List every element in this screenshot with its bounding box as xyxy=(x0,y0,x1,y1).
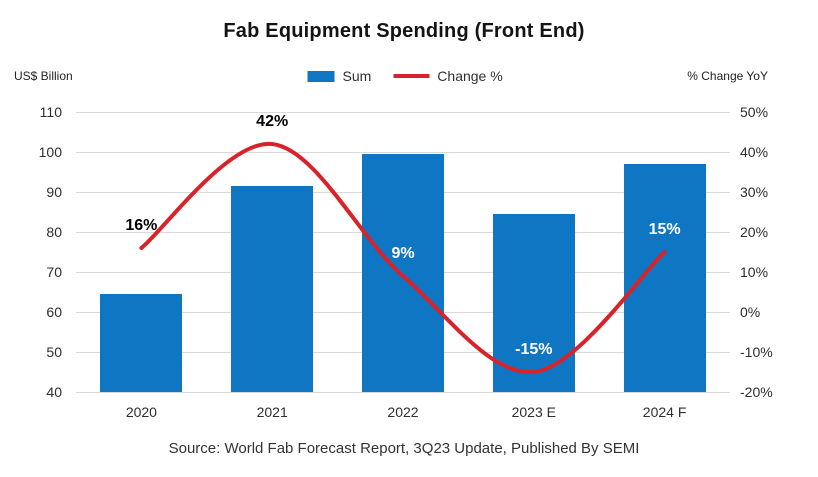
right-axis-tick-10%: 10% xyxy=(740,264,769,280)
left-axis-tick-110: 110 xyxy=(39,104,62,120)
data-label-2022: 9% xyxy=(391,245,415,262)
right-axis-tick-30%: 30% xyxy=(740,184,769,200)
left-axis-tick-100: 100 xyxy=(38,144,62,160)
left-axis-tick-50: 50 xyxy=(46,344,62,360)
right-axis-tick--10%: -10% xyxy=(740,344,773,360)
left-axis-tick-40: 40 xyxy=(46,384,62,400)
change-percent-line xyxy=(139,141,667,375)
x-axis-tick-2020: 2020 xyxy=(125,404,157,420)
left-axis-tick-90: 90 xyxy=(46,184,62,200)
legend-label-sum: Sum xyxy=(342,68,372,84)
data-label-2023 E: -15% xyxy=(515,341,553,358)
x-axis-tick-2024 F: 2024 F xyxy=(642,404,687,420)
x-axis-tick-2023 E: 2023 E xyxy=(511,404,556,420)
left-axis-title: US$ Billion xyxy=(14,69,73,83)
data-label-2024 F: 15% xyxy=(648,221,681,238)
bar-2022 xyxy=(362,154,444,392)
left-axis-tick-60: 60 xyxy=(46,304,62,320)
gridline-40 xyxy=(76,392,730,393)
right-axis-tick-40%: 40% xyxy=(740,144,769,160)
legend-line-swatch-icon xyxy=(393,74,430,78)
right-axis-title: % Change YoY xyxy=(687,69,768,83)
gridline-100 xyxy=(76,152,730,153)
right-axis-tick--20%: -20% xyxy=(740,384,773,400)
right-axis-tick-0%: 0% xyxy=(740,304,761,320)
bar-2021 xyxy=(231,186,314,392)
legend-label-change: Change % xyxy=(437,68,503,84)
gridline-110 xyxy=(76,112,730,113)
left-axis-tick-80: 80 xyxy=(46,224,62,240)
x-axis-tick-2022: 2022 xyxy=(387,404,419,420)
legend-bar-swatch-icon xyxy=(307,70,335,82)
chart-title: Fab Equipment Spending (Front End) xyxy=(223,20,585,42)
bar-2020 xyxy=(100,294,183,392)
right-axis-tick-50%: 50% xyxy=(740,104,769,120)
data-label-2021: 42% xyxy=(256,113,289,130)
chart-legend: Sum Change % xyxy=(307,68,503,84)
bar-2024 F xyxy=(623,164,706,392)
source-caption: Source: World Fab Forecast Report, 3Q23 … xyxy=(168,440,640,457)
right-axis-tick-20%: 20% xyxy=(740,224,769,240)
left-axis-tick-70: 70 xyxy=(46,264,62,280)
data-label-2020: 16% xyxy=(125,217,158,234)
x-axis-tick-2021: 2021 xyxy=(256,404,288,420)
